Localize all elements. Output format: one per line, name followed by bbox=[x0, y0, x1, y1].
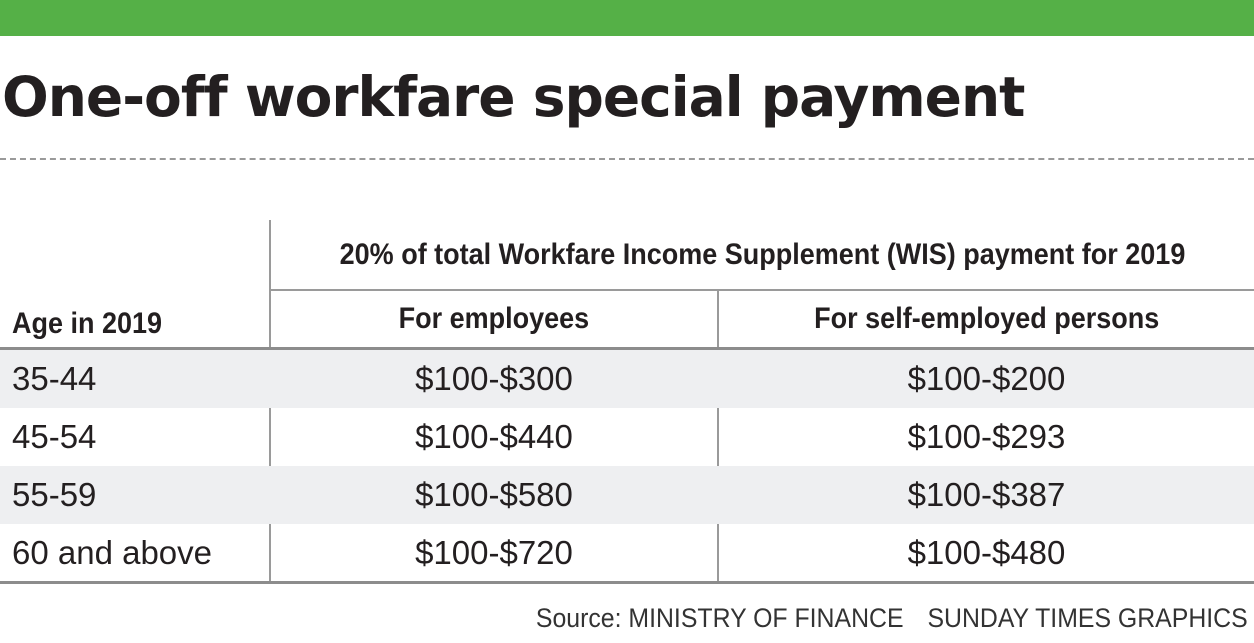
top-accent-bar bbox=[0, 0, 1254, 36]
column-header-self-employed: For self-employed persons bbox=[719, 291, 1254, 347]
header-bottom-rule bbox=[0, 347, 1254, 350]
group-header: 20% of total Workfare Income Supplement … bbox=[339, 237, 1186, 271]
group-header-divider bbox=[271, 289, 1254, 291]
dashed-divider bbox=[0, 158, 1254, 160]
employees-cell: $100-$580 bbox=[415, 476, 573, 513]
self-employed-cell: $100-$480 bbox=[907, 534, 1066, 571]
table-bottom-rule bbox=[0, 581, 1254, 584]
employees-cell: $100-$300 bbox=[415, 360, 573, 397]
employees-cell: $100-$440 bbox=[415, 418, 573, 455]
page-title: One-off workfare special payment bbox=[2, 65, 1025, 129]
column-header-self-employed-label: For self-employed persons bbox=[813, 302, 1160, 335]
age-cell: 55-59 bbox=[12, 476, 97, 513]
age-cell: 35-44 bbox=[12, 360, 97, 397]
table-row: 55-59 $100-$580 $100-$387 bbox=[0, 466, 1254, 524]
column-header-employees-label: For employees bbox=[398, 302, 590, 335]
age-cell: 60 and above bbox=[12, 534, 213, 571]
table-row: 45-54 $100-$440 $100-$293 bbox=[0, 408, 1254, 466]
source-footer: Source: MINISTRY OF FINANCE SUNDAY TIMES… bbox=[536, 598, 1248, 638]
column-header-employees: For employees bbox=[271, 291, 717, 347]
column-header-age-label: Age in 2019 bbox=[12, 307, 163, 340]
graphics-credit: SUNDAY TIMES GRAPHICS bbox=[927, 602, 1248, 633]
employees-cell: $100-$720 bbox=[415, 534, 573, 571]
self-employed-cell: $100-$200 bbox=[907, 360, 1066, 397]
source-text: Source: MINISTRY OF FINANCE bbox=[536, 602, 904, 633]
table-row: 60 and above $100-$720 $100-$480 bbox=[0, 524, 1254, 582]
table-body: 35-44 $100-$300 $100-$200 45-54 $100-$44… bbox=[0, 350, 1254, 582]
age-cell: 45-54 bbox=[12, 418, 97, 455]
column-divider-employees bbox=[717, 290, 719, 582]
table-row: 35-44 $100-$300 $100-$200 bbox=[0, 350, 1254, 408]
column-header-age: Age in 2019 bbox=[12, 296, 262, 352]
self-employed-cell: $100-$293 bbox=[907, 418, 1066, 455]
self-employed-cell: $100-$387 bbox=[907, 476, 1066, 513]
payment-table: 20% of total Workfare Income Supplement … bbox=[0, 220, 1254, 584]
